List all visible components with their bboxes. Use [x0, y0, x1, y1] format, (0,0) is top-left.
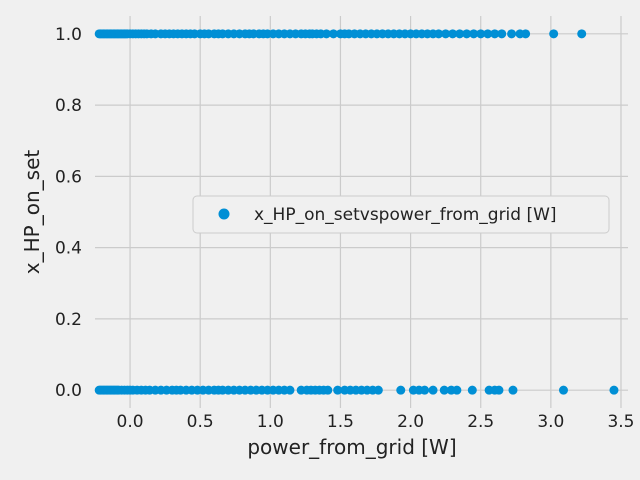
y-tick-label: 0.0 — [55, 381, 82, 401]
data-point — [285, 385, 295, 395]
data-point — [434, 29, 444, 39]
x-tick-label: 2.5 — [467, 412, 494, 432]
data-point — [328, 29, 338, 39]
data-point — [396, 385, 406, 395]
y-tick-labels: 0.0 0.2 0.4 0.6 0.8 1.0 — [55, 25, 82, 401]
x-tick-label: 1.0 — [257, 412, 284, 432]
y-tick-label: 0.4 — [55, 239, 82, 259]
data-point — [448, 29, 458, 39]
data-point — [323, 385, 333, 395]
data-point — [321, 29, 331, 39]
data-point — [577, 29, 587, 39]
x-tick-labels: 0.0 0.5 1.0 1.5 2.0 2.5 3.0 3.5 — [117, 412, 635, 432]
data-point — [452, 385, 462, 395]
x-tick-label: 3.5 — [607, 412, 634, 432]
data-point — [333, 385, 343, 395]
data-point — [609, 385, 619, 395]
data-point — [428, 385, 438, 395]
legend-label: x_HP_on_setvspower_from_grid [W] — [254, 205, 557, 225]
y-axis-label: x_HP_on_set — [20, 150, 44, 275]
y-tick-label: 1.0 — [55, 25, 82, 45]
y-tick-label: 0.6 — [55, 167, 82, 187]
legend-box — [192, 195, 610, 234]
x-tick-label: 0.0 — [117, 412, 144, 432]
x-axis-label: power_from_grid [W] — [247, 435, 456, 459]
data-point — [476, 29, 486, 39]
data-point — [494, 385, 504, 395]
data-point — [558, 385, 568, 395]
y-tick-label: 0.2 — [55, 310, 82, 330]
x-tick-label: 0.5 — [187, 412, 214, 432]
data-point — [521, 29, 531, 39]
data-point — [373, 385, 383, 395]
data-point — [420, 385, 430, 395]
legend: x_HP_on_setvspower_from_grid [W] — [192, 195, 610, 234]
data-point — [549, 29, 559, 39]
data-point — [469, 29, 479, 39]
x-tick-label: 1.5 — [327, 412, 354, 432]
y-tick-label: 0.8 — [55, 96, 82, 116]
data-point — [455, 29, 465, 39]
x-tick-label: 2.0 — [397, 412, 424, 432]
data-points — [94, 29, 619, 395]
data-point — [441, 29, 451, 39]
data-point — [467, 385, 477, 395]
x-tick-label: 3.0 — [537, 412, 564, 432]
data-point — [439, 385, 449, 395]
data-point — [483, 29, 493, 39]
data-point — [490, 29, 500, 39]
data-point — [497, 29, 507, 39]
legend-marker — [218, 208, 230, 220]
data-point — [462, 29, 472, 39]
data-point — [507, 29, 517, 39]
data-point — [508, 385, 518, 395]
